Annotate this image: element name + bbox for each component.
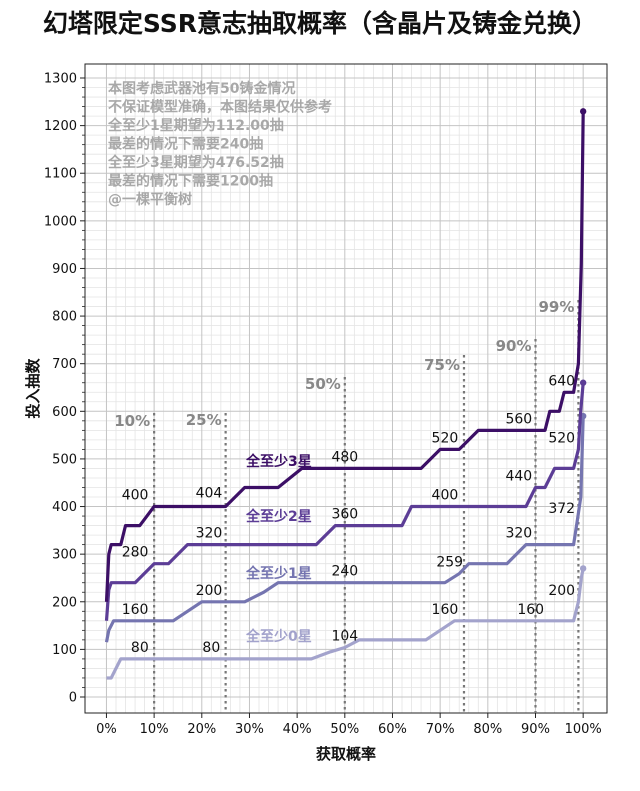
- chart-title: 幻塔限定SSR意志抽取概率（含晶片及铸金兑换）: [42, 9, 598, 38]
- y-tick-label: 200: [52, 595, 77, 610]
- series-group: 全至少3星 400 404 480 520 560 640: [104, 108, 587, 602]
- y-tick-label: 1200: [44, 119, 77, 134]
- data-label: 259: [436, 555, 463, 571]
- x-axis-label: 获取概率: [316, 745, 376, 763]
- y-tick-label: 1000: [44, 214, 77, 229]
- percentile-marker-label: 75%: [424, 356, 460, 374]
- data-label: 640: [548, 373, 575, 389]
- percentile-marker-label: 50%: [305, 375, 341, 393]
- data-label: 200: [548, 583, 575, 599]
- data-label: 104: [331, 628, 358, 644]
- y-tick-label: 700: [52, 357, 77, 372]
- chart-note: 最差的情况下需要1200抽: [108, 173, 273, 190]
- x-tick-label: 60%: [378, 722, 407, 737]
- y-tick-label: 1300: [44, 72, 77, 87]
- y-tick-label: 300: [52, 548, 77, 563]
- data-label: 320: [196, 526, 223, 542]
- chart-note: 本图考虑武器池有50铸金情况: [108, 80, 295, 97]
- data-label: 440: [505, 468, 532, 484]
- percentile-marker-label: 90%: [496, 337, 532, 355]
- data-label: 320: [505, 526, 532, 542]
- y-tick-label: 800: [52, 310, 77, 325]
- chart-note: 全至少3星期望为476.52抽: [107, 154, 284, 171]
- x-tick-label: 70%: [426, 722, 455, 737]
- y-tick-label: 400: [52, 500, 77, 515]
- data-label: 400: [432, 488, 459, 504]
- data-label: 160: [517, 602, 544, 618]
- minor-grid: [85, 64, 607, 713]
- data-label: 200: [196, 583, 223, 599]
- chart-note: 不保证模型准确，本图结果仅供参考: [108, 99, 332, 116]
- series-name-label: 全至少2星: [245, 508, 312, 525]
- data-label: 80: [202, 640, 220, 656]
- major-grid: [85, 64, 607, 713]
- data-label: 80: [131, 640, 149, 656]
- data-label: 520: [432, 430, 459, 446]
- y-tick-label: 1100: [44, 167, 77, 182]
- y-axis-label: 投入抽数: [24, 358, 42, 419]
- series-line: [104, 111, 585, 602]
- x-tick-label: 10%: [140, 722, 169, 737]
- series-line: [104, 382, 585, 621]
- data-label: 404: [196, 486, 223, 502]
- x-tick-label: 90%: [521, 722, 550, 737]
- x-tick-label: 20%: [187, 722, 216, 737]
- data-label: 480: [331, 449, 358, 465]
- percentile-marker-label: 25%: [186, 411, 222, 429]
- data-label: 372: [548, 501, 575, 517]
- data-label: 400: [122, 488, 149, 504]
- plot-frame: [84, 63, 608, 714]
- plot-area: [85, 64, 607, 713]
- data-label: 280: [122, 545, 149, 561]
- y-tick-label: 500: [52, 452, 77, 467]
- data-label: 520: [548, 430, 575, 446]
- y-tick-label: 100: [52, 643, 77, 658]
- data-label: 160: [122, 602, 149, 618]
- percentile-marker-label: 10%: [114, 412, 150, 430]
- percentile-marker-label: 99%: [538, 298, 574, 316]
- series-end-point: [579, 565, 587, 572]
- chart-note: 全至少1星期望为112.00抽: [107, 117, 284, 134]
- data-label: 160: [432, 602, 459, 618]
- data-label: 560: [505, 411, 532, 427]
- series-name-label: 全至少0星: [245, 628, 312, 645]
- x-tick-label: 100%: [565, 722, 602, 737]
- series-line: [106, 568, 585, 680]
- y-tick-label: 900: [52, 262, 77, 277]
- x-tick-label: 0%: [96, 722, 117, 737]
- series-end-point: [579, 108, 587, 115]
- series-name-label: 全至少1星: [245, 565, 312, 582]
- series-group: 全至少2星 280 320 360 400 440 520: [104, 379, 587, 621]
- x-tick-label: 40%: [283, 722, 312, 737]
- y-tick-label: 600: [52, 405, 77, 420]
- data-label: 240: [331, 564, 358, 580]
- x-tick-label: 30%: [235, 722, 264, 737]
- x-tick-label: 50%: [330, 722, 359, 737]
- chart-note: @一棵平衡树: [108, 191, 192, 208]
- chart-note: 最差的情况下需要240抽: [108, 136, 263, 153]
- x-tick-label: 80%: [473, 722, 502, 737]
- series-name-label: 全至少3星: [245, 453, 312, 470]
- data-label: 360: [331, 507, 358, 523]
- y-tick-label: 0: [69, 691, 77, 706]
- series-line: [104, 416, 585, 643]
- series-end-point: [579, 379, 587, 386]
